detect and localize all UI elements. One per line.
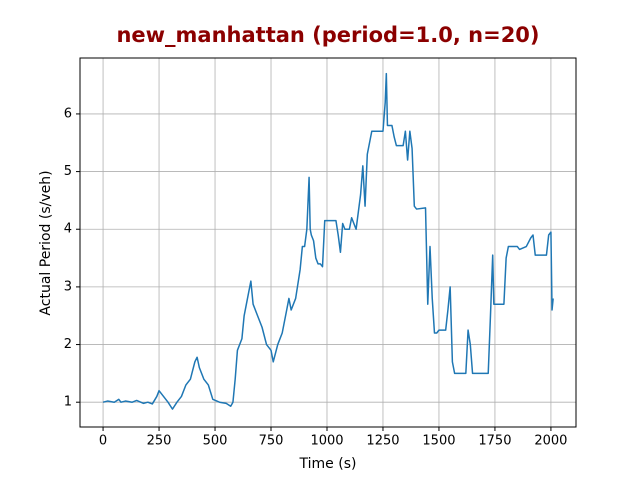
- x-tick-label: 1250: [366, 434, 399, 449]
- y-tick-label: 2: [64, 337, 72, 352]
- y-tick-label: 6: [64, 106, 72, 121]
- x-tick-label: 1500: [422, 434, 455, 449]
- x-tick-label: 1000: [310, 434, 343, 449]
- x-tick-label: 750: [259, 434, 284, 449]
- y-tick-label: 1: [64, 395, 72, 410]
- y-tick-label: 3: [64, 279, 72, 294]
- x-tick-label: 250: [147, 434, 172, 449]
- y-tick-label: 4: [64, 222, 72, 237]
- plot-frame: [79, 57, 577, 428]
- x-axis-label: Time (s): [299, 456, 357, 472]
- x-tick-label: 2000: [534, 434, 567, 449]
- x-tick-label: 0: [99, 434, 107, 449]
- data-line: [102, 72, 554, 410]
- y-axis-label: Actual Period (s/veh): [38, 170, 54, 315]
- y-tick-label: 5: [64, 164, 72, 179]
- x-tick-label: 500: [203, 434, 228, 449]
- chart-title: new_manhattan (period=1.0, n=20): [116, 23, 539, 47]
- x-tick-label: 1750: [478, 434, 511, 449]
